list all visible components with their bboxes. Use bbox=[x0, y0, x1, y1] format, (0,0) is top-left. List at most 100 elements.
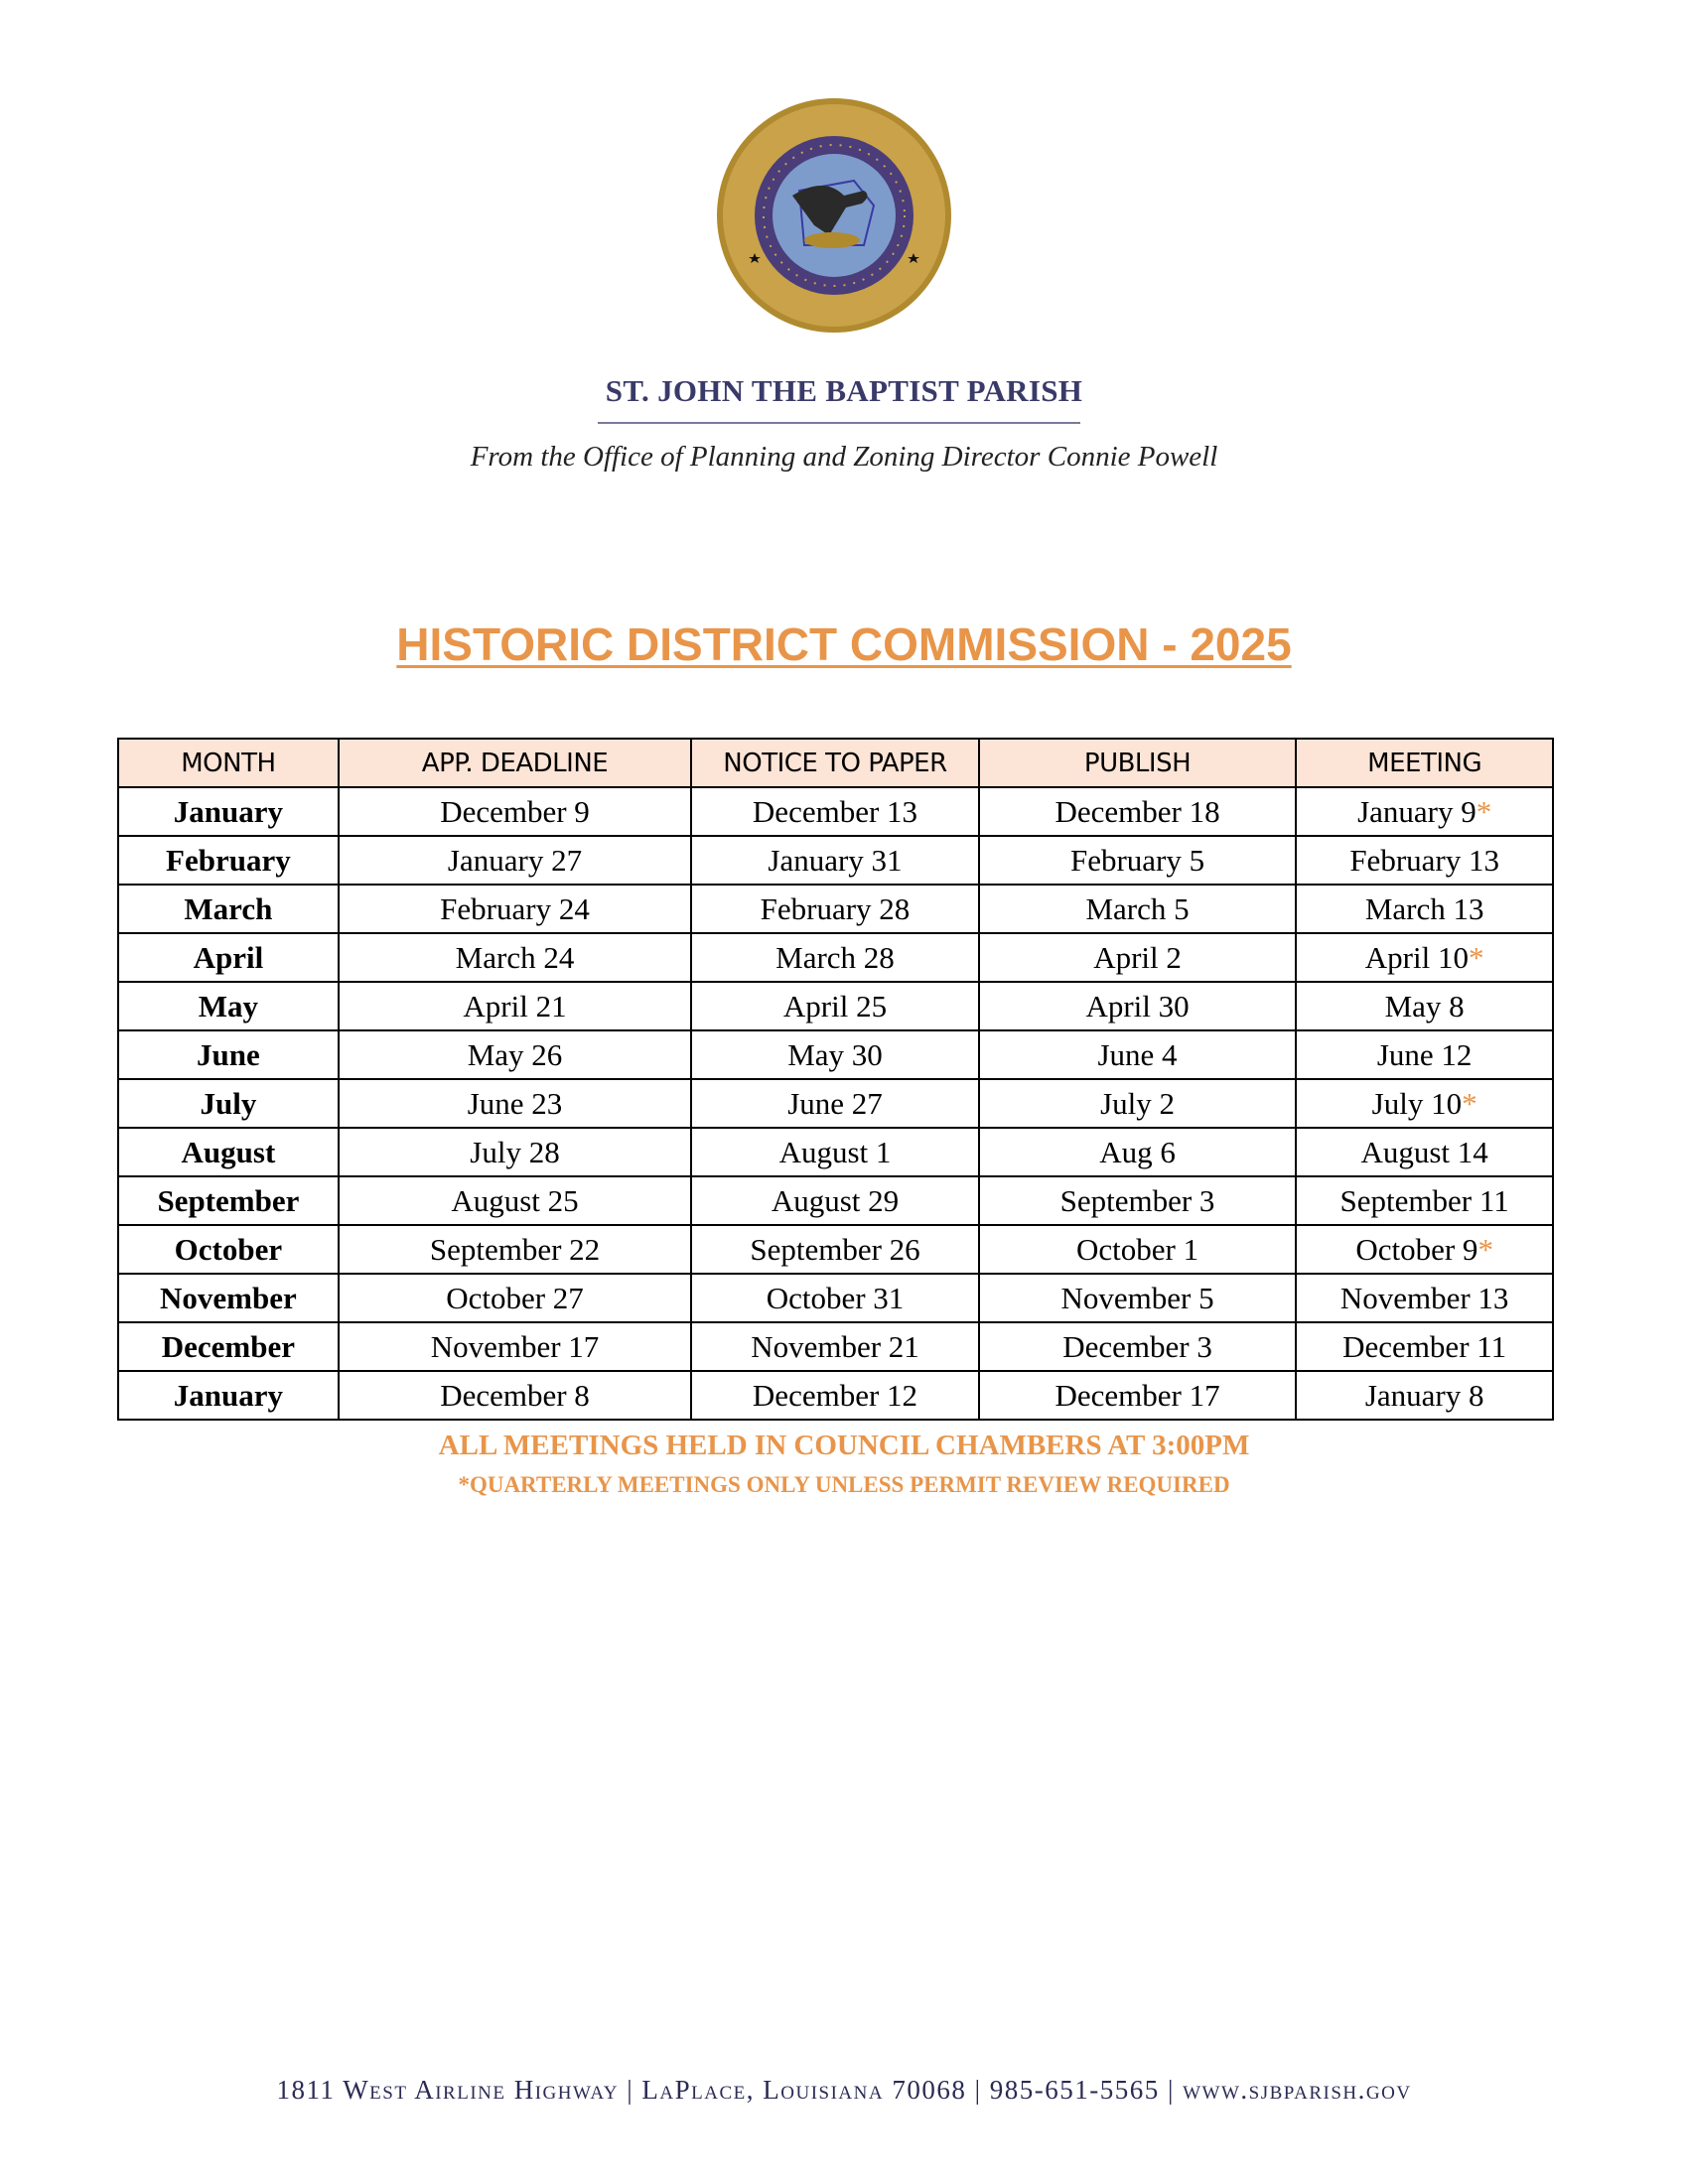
cell-month-text: February bbox=[166, 842, 291, 878]
column-header-meeting: MEETING bbox=[1295, 738, 1554, 788]
cell-publish: September 3 bbox=[977, 1175, 1298, 1226]
cell-deadline-text: August 25 bbox=[451, 1182, 579, 1218]
cell-notice: February 28 bbox=[690, 884, 980, 934]
cell-publish-text: November 5 bbox=[1060, 1280, 1214, 1315]
cell-publish: July 2 bbox=[977, 1078, 1298, 1129]
cell-notice-text: September 26 bbox=[750, 1231, 920, 1267]
cell-publish-text: April 2 bbox=[1093, 939, 1182, 975]
cell-meeting-text: July 10 bbox=[1371, 1085, 1463, 1121]
cell-publish: March 5 bbox=[977, 884, 1298, 934]
cell-publish-text: Aug 6 bbox=[1099, 1134, 1176, 1169]
cell-meeting: November 13 bbox=[1295, 1273, 1554, 1323]
cell-month-text: April bbox=[193, 939, 264, 975]
cell-publish: October 1 bbox=[977, 1224, 1298, 1275]
cell-notice: October 31 bbox=[690, 1273, 980, 1323]
cell-meeting-text: January 8 bbox=[1364, 1377, 1484, 1413]
cell-meeting: October 9* bbox=[1295, 1224, 1554, 1275]
table-row: January December 9 December 13 December 18 J… bbox=[117, 786, 1554, 837]
cell-notice-text: October 31 bbox=[766, 1280, 905, 1315]
cell-deadline: June 23 bbox=[337, 1078, 693, 1129]
cell-deadline-text: July 28 bbox=[470, 1134, 560, 1169]
cell-publish-text: December 18 bbox=[1055, 793, 1220, 829]
quarterly-asterisk: * bbox=[1477, 1231, 1493, 1267]
cell-meeting-text: September 11 bbox=[1339, 1182, 1509, 1218]
column-header-deadline: APP. DEADLINE bbox=[337, 738, 693, 788]
cell-publish-text: October 1 bbox=[1075, 1231, 1199, 1267]
cell-meeting-text: December 11 bbox=[1342, 1328, 1507, 1364]
cell-notice-text: August 29 bbox=[771, 1182, 900, 1218]
cell-meeting-text: April 10 bbox=[1364, 939, 1469, 975]
cell-deadline-text: December 8 bbox=[440, 1377, 590, 1413]
table-row: September August 25 August 29 September 3 Se… bbox=[117, 1175, 1554, 1226]
cell-publish: December 3 bbox=[977, 1321, 1298, 1372]
schedule-table: MONTH APP. DEADLINE NOTICE TO PAPER PUBL… bbox=[117, 738, 1554, 1421]
cell-meeting-text: January 9 bbox=[1357, 793, 1477, 829]
cell-month: July bbox=[117, 1078, 340, 1129]
cell-meeting: March 13 bbox=[1295, 884, 1554, 934]
cell-month: April bbox=[117, 932, 340, 983]
cell-notice: August 29 bbox=[690, 1175, 980, 1226]
cell-deadline: August 25 bbox=[337, 1175, 693, 1226]
cell-publish: April 30 bbox=[977, 981, 1298, 1031]
quarterly-note: *QUARTERLY MEETINGS ONLY UNLESS PERMIT R… bbox=[458, 1472, 1230, 1497]
cell-month: November bbox=[117, 1273, 340, 1323]
quarterly-asterisk: * bbox=[1476, 793, 1492, 829]
table-row: December November 17 November 21 December 3… bbox=[117, 1321, 1554, 1372]
table-row: June May 26 May 30 June 4 June 12 bbox=[117, 1029, 1554, 1080]
column-header-publish: PUBLISH bbox=[977, 738, 1298, 788]
cell-publish-text: July 2 bbox=[1100, 1085, 1175, 1121]
cell-publish: Aug 6 bbox=[977, 1127, 1298, 1177]
cell-meeting-text: March 13 bbox=[1364, 890, 1484, 926]
table-row: May April 21 April 25 April 30 May 8 bbox=[117, 981, 1554, 1031]
cell-publish: December 18 bbox=[977, 786, 1298, 837]
meeting-location-note: ALL MEETINGS HELD IN COUNCIL CHAMBERS AT… bbox=[438, 1430, 1250, 1461]
cell-meeting: December 11 bbox=[1295, 1321, 1554, 1372]
cell-month-text: July bbox=[200, 1085, 257, 1121]
cell-month: March bbox=[117, 884, 340, 934]
parish-name: ST. JOHN THE BAPTIST PARISH bbox=[605, 373, 1083, 408]
cell-notice-text: March 28 bbox=[775, 939, 895, 975]
table-row: August July 28 August 1 Aug 6 August 14 bbox=[117, 1127, 1554, 1177]
cell-publish: December 17 bbox=[977, 1370, 1298, 1421]
table-row: April March 24 March 28 April 2 April 10* bbox=[117, 932, 1554, 983]
cell-deadline: December 8 bbox=[337, 1370, 693, 1421]
cell-month: January bbox=[117, 786, 340, 837]
cell-month-text: March bbox=[184, 890, 273, 926]
cell-meeting: April 10* bbox=[1295, 932, 1554, 983]
cell-month-text: January bbox=[173, 1377, 284, 1413]
cell-deadline: December 9 bbox=[337, 786, 693, 837]
cell-meeting: January 8 bbox=[1295, 1370, 1554, 1421]
cell-publish: November 5 bbox=[977, 1273, 1298, 1323]
cell-publish-text: September 3 bbox=[1059, 1182, 1215, 1218]
cell-notice: January 31 bbox=[690, 835, 980, 886]
cell-publish-text: December 3 bbox=[1062, 1328, 1212, 1364]
cell-deadline: March 24 bbox=[337, 932, 693, 983]
cell-publish-text: December 17 bbox=[1055, 1377, 1220, 1413]
cell-meeting: September 11 bbox=[1295, 1175, 1554, 1226]
cell-deadline-text: March 24 bbox=[455, 939, 575, 975]
cell-month-text: May bbox=[198, 988, 259, 1024]
cell-month: June bbox=[117, 1029, 340, 1080]
cell-meeting-text: May 8 bbox=[1384, 988, 1465, 1024]
cell-notice: March 28 bbox=[690, 932, 980, 983]
cell-deadline-text: June 23 bbox=[467, 1085, 563, 1121]
cell-deadline: April 21 bbox=[337, 981, 693, 1031]
cell-meeting: July 10* bbox=[1295, 1078, 1554, 1129]
cell-meeting: January 9* bbox=[1295, 786, 1554, 837]
cell-deadline-text: October 27 bbox=[446, 1280, 584, 1315]
cell-meeting-text: August 14 bbox=[1360, 1134, 1488, 1169]
cell-month: May bbox=[117, 981, 340, 1031]
cell-deadline-text: November 17 bbox=[430, 1328, 600, 1364]
quarterly-asterisk: * bbox=[1462, 1085, 1477, 1121]
cell-publish: April 2 bbox=[977, 932, 1298, 983]
column-header-month: MONTH bbox=[117, 738, 340, 788]
cell-deadline-text: April 21 bbox=[463, 988, 567, 1024]
cell-notice: December 13 bbox=[690, 786, 980, 837]
cell-meeting-text: November 13 bbox=[1339, 1280, 1509, 1315]
cell-month: December bbox=[117, 1321, 340, 1372]
cell-month: January bbox=[117, 1370, 340, 1421]
header-divider bbox=[598, 422, 1080, 424]
cell-publish-text: June 4 bbox=[1097, 1036, 1178, 1072]
cell-deadline-text: January 27 bbox=[447, 842, 583, 878]
cell-deadline-text: December 9 bbox=[440, 793, 590, 829]
